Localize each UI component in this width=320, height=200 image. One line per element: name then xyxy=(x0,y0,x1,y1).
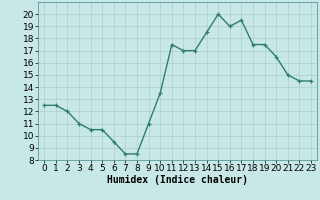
X-axis label: Humidex (Indice chaleur): Humidex (Indice chaleur) xyxy=(107,175,248,185)
